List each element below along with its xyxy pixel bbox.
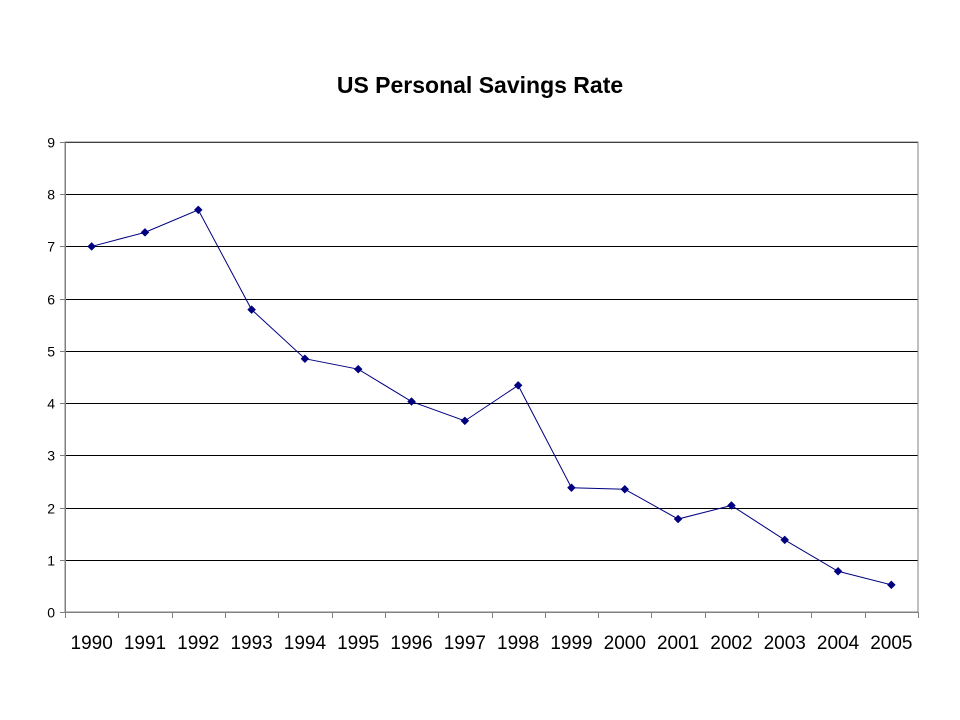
data-point-marker	[407, 397, 416, 406]
y-tick-labels: 0 1 2 3 4 5 6 7 8 9	[47, 135, 55, 621]
y-tick-label: 1	[47, 553, 55, 569]
y-tick-label: 7	[47, 239, 55, 255]
data-point-marker	[353, 364, 363, 374]
data-point-marker	[886, 580, 896, 590]
x-tick-label: 2004	[817, 633, 860, 654]
gridlines	[65, 142, 918, 561]
y-tick-label: 6	[47, 292, 55, 308]
data-point-marker	[460, 416, 470, 426]
x-tick-labels: 1990 1991 1992 1993 1994 1995 1996 1997 1998 1999…	[71, 633, 913, 654]
data-point-marker	[727, 501, 736, 510]
data-point-marker	[673, 514, 683, 524]
x-tick-label: 2000	[604, 633, 646, 654]
x-tick-label: 2001	[657, 633, 699, 654]
data-point-marker	[620, 484, 630, 494]
series-line	[91, 209, 892, 586]
data-point-marker	[87, 242, 97, 251]
y-tick-label: 5	[47, 344, 55, 360]
data-point-marker	[567, 483, 576, 493]
x-tick-label: 2003	[764, 633, 806, 654]
x-tick-label: 2005	[870, 633, 912, 654]
x-tick-label: 1996	[390, 633, 432, 654]
data-point-marker	[300, 354, 310, 364]
x-tick-label: 1990	[71, 633, 113, 654]
x-tick-label: 1992	[177, 633, 219, 654]
x-tick-label: 1991	[124, 633, 166, 654]
x-tick-label: 1993	[230, 633, 272, 654]
y-tick-label: 2	[47, 501, 55, 517]
chart-title: US Personal Savings Rate	[336, 72, 624, 98]
y-tick-label: 4	[47, 396, 55, 412]
x-tick-label: 1994	[284, 633, 327, 654]
x-tick-label: 1997	[444, 633, 486, 654]
x-tick-label: 2002	[710, 633, 752, 654]
y-tick-label: 3	[47, 448, 55, 464]
data-point-marker	[780, 535, 790, 545]
data-point-marker	[513, 381, 523, 390]
x-tick-label: 1998	[497, 633, 539, 654]
series-line-layer	[91, 209, 892, 586]
series-markers	[87, 205, 896, 590]
data-point-marker	[193, 205, 203, 215]
data-point-marker	[247, 305, 256, 314]
y-tick-label: 9	[47, 135, 55, 151]
x-tick-label: 1999	[550, 633, 592, 654]
data-point-marker	[140, 227, 150, 237]
y-tick-label: 0	[47, 605, 55, 621]
x-tick-label: 1995	[337, 633, 379, 654]
y-tick-label: 8	[47, 187, 55, 203]
data-point-marker	[833, 566, 843, 576]
axes	[60, 141, 919, 618]
